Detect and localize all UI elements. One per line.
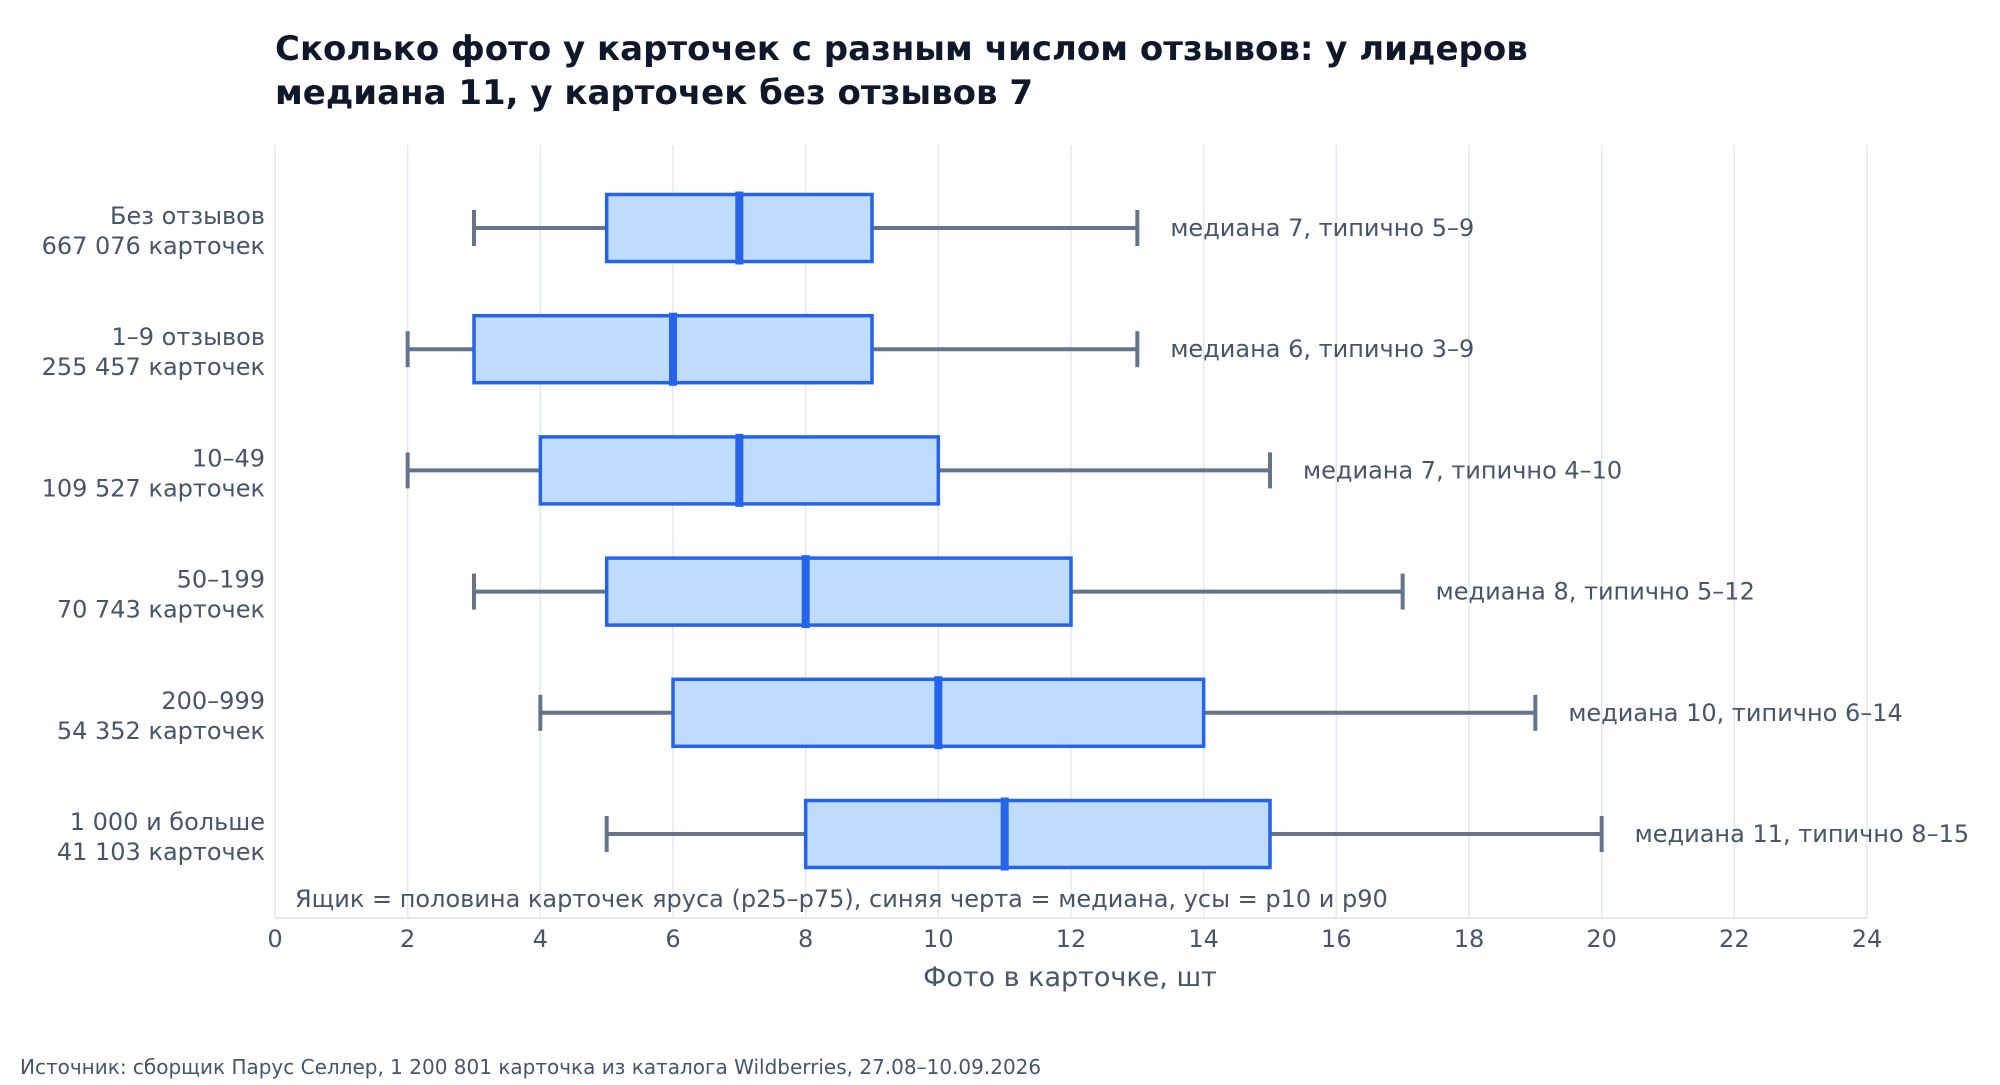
x-tick-label: 0 bbox=[267, 925, 282, 953]
box-iqr bbox=[604, 556, 1073, 627]
category-count-label: 109 527 карточек bbox=[42, 474, 265, 502]
category-count-label: 667 076 карточек bbox=[42, 232, 265, 260]
legend-note: Ящик = половина карточек яруса (p25–p75)… bbox=[295, 885, 1388, 913]
category-label: 50–199 bbox=[177, 566, 265, 594]
box-annotation: медиана 11, типично 8–15 bbox=[1635, 820, 1969, 848]
box-annotation: медиана 8, типично 5–12 bbox=[1436, 578, 1755, 606]
x-tick-label: 20 bbox=[1586, 925, 1617, 953]
box-annotation: медиана 6, типично 3–9 bbox=[1170, 335, 1474, 363]
category-label: 200–999 bbox=[161, 687, 265, 715]
category-count-label: 70 743 карточек bbox=[57, 596, 265, 624]
x-tick-label: 2 bbox=[400, 925, 415, 953]
category-count-label: 54 352 карточек bbox=[57, 717, 265, 745]
category-count-label: 255 457 карточек bbox=[42, 353, 265, 381]
box-annotation: медиана 10, типично 6–14 bbox=[1568, 699, 1902, 727]
x-tick-label: 14 bbox=[1188, 925, 1219, 953]
x-tick-label: 16 bbox=[1321, 925, 1352, 953]
chart-title-line-1: Сколько фото у карточек с разным числом … bbox=[275, 29, 1528, 69]
category-count-label: 41 103 карточек bbox=[57, 838, 265, 866]
box-annotation: медиана 7, типично 5–9 bbox=[1170, 214, 1474, 242]
box-iqr bbox=[803, 798, 1272, 870]
x-tick-label: 24 bbox=[1852, 925, 1883, 953]
x-tick-label: 10 bbox=[923, 925, 954, 953]
x-tick-label: 6 bbox=[665, 925, 680, 953]
chart-title-line-2: медиана 11, у карточек без отзывов 7 bbox=[275, 73, 1033, 113]
x-tick-label: 8 bbox=[798, 925, 813, 953]
category-label: 1 000 и больше bbox=[70, 808, 265, 836]
x-tick-label: 22 bbox=[1719, 925, 1750, 953]
x-tick-label: 12 bbox=[1056, 925, 1087, 953]
source-note: Источник: сборщик Парус Селлер, 1 200 80… bbox=[20, 1055, 1041, 1079]
category-label: 1–9 отзывов bbox=[111, 323, 265, 351]
grid bbox=[274, 145, 1868, 918]
box-annotation: медиана 7, типично 4–10 bbox=[1303, 456, 1622, 484]
category-label: 10–49 bbox=[192, 444, 265, 472]
category-label: Без отзывов bbox=[110, 202, 265, 230]
x-tick-label: 18 bbox=[1454, 925, 1485, 953]
x-tick-label: 4 bbox=[533, 925, 548, 953]
x-axis-title: Фото в карточке, шт bbox=[923, 962, 1217, 993]
x-axis: 0 2 4 6 8 10 12 14 16 18 20 22 24 bbox=[267, 917, 1883, 953]
